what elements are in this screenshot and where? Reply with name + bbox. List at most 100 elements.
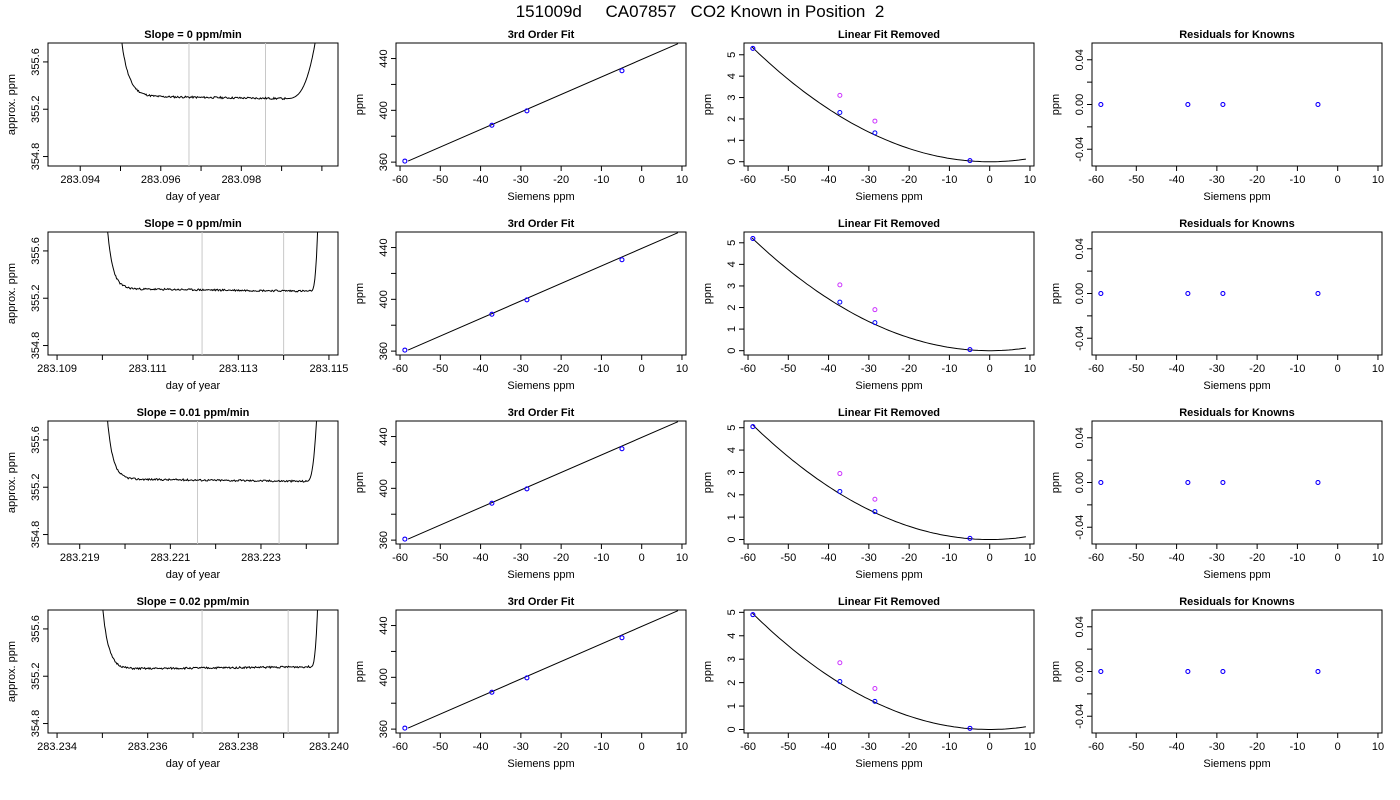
- fit-data-point: [1098, 291, 1104, 296]
- x-tick-label: 10: [676, 552, 688, 564]
- fit-data-point: [1220, 291, 1226, 296]
- y-tick-label: 3: [726, 656, 738, 662]
- y-tick-label: 0.04: [1074, 616, 1086, 637]
- y-tick-label: 354.8: [30, 332, 42, 360]
- raw-data-point: [872, 685, 878, 691]
- x-tick-label: 0: [1335, 552, 1341, 564]
- x-tick-label: -60: [740, 552, 756, 564]
- plot-area: [750, 612, 1026, 731]
- fit-curve: [407, 610, 679, 729]
- fit-data-point: [489, 689, 495, 695]
- x-tick-label: 283.234: [37, 741, 77, 753]
- x-tick-label: 10: [1024, 363, 1036, 375]
- plot-frame: [1091, 231, 1383, 356]
- y-tick-label: 0.04: [1074, 49, 1086, 70]
- x-tick-label: -50: [432, 363, 448, 375]
- panel-r1c2: 3rd Order Fit -60 -50 -40 -30 -20 -10 0 10 Siemen…: [354, 29, 688, 203]
- x-tick-label: 283.094: [60, 174, 100, 186]
- fit-data-point: [619, 635, 625, 641]
- y-tick-label: 355.6: [30, 426, 42, 454]
- x-tick-label: -50: [432, 174, 448, 186]
- fit-data-point: [1315, 102, 1321, 107]
- x-tick-label: -60: [392, 363, 408, 375]
- raw-data-point: [837, 92, 843, 98]
- x-tick-label: -10: [1289, 174, 1305, 186]
- x-tick-label: -60: [1088, 363, 1104, 375]
- x-tick-label: -10: [593, 363, 609, 375]
- plot-frame: [395, 420, 687, 545]
- x-tick-label: -20: [1249, 741, 1265, 753]
- x-tick-label: 10: [676, 363, 688, 375]
- x-axis-label: day of year: [166, 380, 221, 392]
- x-axis-label: Siemens ppm: [507, 191, 574, 203]
- y-tick-label: 355.2: [30, 473, 42, 501]
- x-tick-label: -40: [821, 363, 837, 375]
- x-axis-label: Siemens ppm: [1203, 380, 1270, 392]
- panel-r1c1: Slope = 0 ppm/min 283.094 283.096 283.098da…: [6, 29, 339, 203]
- fit-data-point: [1185, 669, 1191, 674]
- x-tick-label: -60: [740, 741, 756, 753]
- x-tick-label: 283.096: [141, 174, 181, 186]
- panel-r3c1: Slope = 0.01 ppm/min 283.219 283.221 283.22…: [6, 407, 339, 581]
- fit-data-point: [402, 158, 408, 164]
- co2-trace-line: [107, 421, 318, 483]
- plot-area: [1098, 291, 1321, 296]
- y-tick-label: 5: [726, 609, 738, 615]
- x-axis-label: Siemens ppm: [507, 758, 574, 770]
- plot-frame: [743, 42, 1035, 167]
- x-tick-label: -40: [821, 741, 837, 753]
- x-tick-label: 0: [639, 741, 645, 753]
- quadratic-curve: [751, 423, 1026, 540]
- fit-data-point: [619, 446, 625, 452]
- fit-data-point: [1098, 480, 1104, 485]
- fit-data-point: [489, 122, 495, 128]
- y-tick-label: 3: [726, 283, 738, 289]
- y-axis-label: ppm: [702, 94, 714, 115]
- panel-title: Linear Fit Removed: [838, 218, 940, 230]
- fit-data-point: [750, 424, 756, 430]
- x-tick-label: -30: [513, 363, 529, 375]
- x-tick-label: -20: [553, 741, 569, 753]
- plot-area: [750, 235, 1026, 353]
- plot-frame: [1091, 420, 1383, 545]
- plot-area: [107, 232, 319, 355]
- y-tick-label: 5: [726, 425, 738, 431]
- x-tick-label: -60: [1088, 741, 1104, 753]
- y-tick-label: 3: [726, 469, 738, 475]
- x-tick-label: -30: [513, 552, 529, 564]
- y-axis-label: ppm: [354, 472, 366, 493]
- x-tick-label: 10: [676, 174, 688, 186]
- raw-data-point: [872, 118, 878, 124]
- x-tick-label: -40: [1169, 552, 1185, 564]
- x-tick-label: 0: [639, 363, 645, 375]
- panel-title: Residuals for Knowns: [1179, 596, 1295, 608]
- panel-r1c4: Residuals for Knowns -60 -50 -40 -30 -20 -10 0 1…: [1050, 29, 1384, 203]
- x-tick-label: 283.115: [309, 363, 348, 375]
- panel-r3c3: Linear Fit Removed-60 -50 -40 -30 -20 -10 0 10S…: [702, 407, 1036, 581]
- raw-data-point: [837, 471, 843, 477]
- y-tick-label: 2: [726, 116, 738, 122]
- fit-data-point: [967, 158, 973, 164]
- y-tick-label: -0.04: [1074, 137, 1086, 162]
- y-tick-label: 400: [378, 101, 390, 119]
- y-tick-label: 355.6: [30, 237, 42, 265]
- x-axis-label: day of year: [166, 758, 221, 770]
- x-tick-label: -20: [901, 741, 917, 753]
- x-tick-label: 10: [1372, 741, 1384, 753]
- panel-title: Linear Fit Removed: [838, 596, 940, 608]
- y-axis-label: ppm: [702, 283, 714, 304]
- plot-area: [402, 232, 679, 353]
- panel-r3c4: Residuals for Knowns -60 -50 -40 -30 -20 -10 0 1…: [1050, 407, 1384, 581]
- y-tick-label: 4: [726, 447, 738, 453]
- x-tick-label: -20: [553, 174, 569, 186]
- x-tick-label: -50: [1128, 174, 1144, 186]
- y-tick-label: 354.8: [30, 521, 42, 549]
- plot-area: [1098, 102, 1321, 107]
- x-tick-label: -50: [780, 552, 796, 564]
- y-tick-label: 400: [378, 479, 390, 497]
- plot-frame: [395, 609, 687, 734]
- y-tick-label: 360: [378, 531, 390, 549]
- x-tick-label: -20: [901, 363, 917, 375]
- fit-data-point: [489, 311, 495, 317]
- x-tick-label: 0: [987, 741, 993, 753]
